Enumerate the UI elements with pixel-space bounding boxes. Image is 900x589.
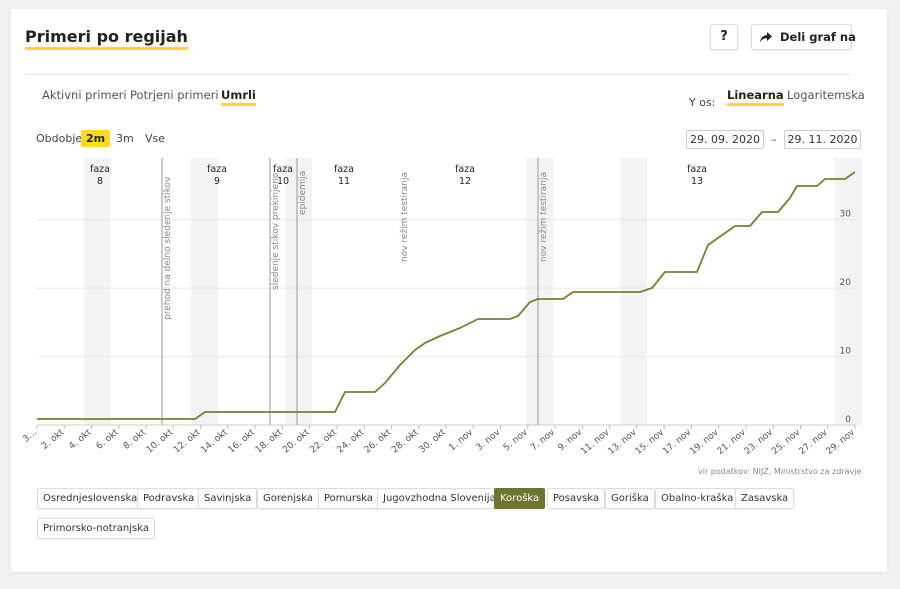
phase-label-5: faza xyxy=(687,164,707,175)
xtick-label-13: 26. okt xyxy=(363,427,394,455)
xtick-label-18: 5. nov xyxy=(502,427,530,453)
phase-number-1: 9 xyxy=(214,176,220,187)
phase-label-0: faza xyxy=(90,164,110,175)
phase-band-1 xyxy=(191,158,219,425)
event-label-2: epidemija xyxy=(298,171,308,215)
region-button-4[interactable]: Pomurska xyxy=(318,488,379,509)
ytick-label-10: 10 xyxy=(840,347,852,357)
event-label-1: sledenje stikov prekinjeno xyxy=(271,172,281,290)
event-label-4: nov režim testiranja xyxy=(539,172,549,262)
xtick-label-24: 17. nov xyxy=(661,427,694,457)
xtick-label-8: 16. okt xyxy=(227,427,258,455)
line-chart: 0102030faza8faza9faza10faza11faza12faza1… xyxy=(21,158,862,457)
phase-label-2: faza xyxy=(273,164,293,175)
xtick-label-19: 7. nov xyxy=(529,427,557,453)
date-separator: – xyxy=(771,133,777,146)
date-to-input[interactable]: 29. 11. 2020 xyxy=(784,130,861,149)
xtick-label-28: 25. nov xyxy=(770,427,803,457)
period-label: Obdobje xyxy=(36,132,83,145)
share-icon xyxy=(760,32,772,43)
xtick-label-14: 28. okt xyxy=(390,427,421,455)
phase-band-2 xyxy=(285,158,312,425)
yaxis-option-linear[interactable]: Linearna xyxy=(727,87,784,106)
phase-label-1: faza xyxy=(207,164,227,175)
xtick-label-1: 2. okt xyxy=(40,427,66,451)
xtick-label-23: 15. nov xyxy=(634,427,667,457)
page-title: Primeri po regijah xyxy=(25,27,188,50)
yaxis-label: Y os: xyxy=(689,96,716,109)
xtick-label-3: 6. okt xyxy=(95,427,121,451)
xtick-label-11: 22. okt xyxy=(308,427,339,455)
period-all[interactable]: Vse xyxy=(145,132,166,145)
xtick-label-5: 10. okt xyxy=(145,427,176,455)
xtick-label-16: 1. nov xyxy=(447,427,475,453)
region-button-3[interactable]: Gorenjska xyxy=(257,488,319,509)
phase-number-0: 8 xyxy=(97,176,103,187)
help-button[interactable]: ? xyxy=(710,24,738,50)
xtick-label-21: 11. nov xyxy=(579,427,612,457)
xtick-label-9: 18. okt xyxy=(254,427,285,455)
region-button-10[interactable]: Zasavska xyxy=(735,488,795,509)
phase-label-3: faza xyxy=(334,164,354,175)
xtick-label-6: 12. okt xyxy=(172,427,203,455)
share-button[interactable]: Deli graf na xyxy=(751,24,856,50)
xtick-label-26: 21. nov xyxy=(716,427,749,457)
ytick-label-20: 20 xyxy=(840,278,852,288)
phase-band-3 xyxy=(526,158,554,425)
xtick-label-12: 24. okt xyxy=(336,427,367,455)
period-3m[interactable]: 3m xyxy=(116,132,134,145)
phase-number-5: 13 xyxy=(691,176,703,187)
chart-card xyxy=(11,9,887,572)
region-button-5[interactable]: Jugovzhodna Slovenija xyxy=(377,488,502,509)
xtick-label-15: 30. okt xyxy=(417,427,448,455)
region-button-9[interactable]: Obalno-kraška xyxy=(655,488,740,509)
tab-umrli[interactable]: Umrli xyxy=(221,87,256,106)
xtick-label-17: 3. nov xyxy=(475,427,503,453)
region-button-1[interactable]: Podravska xyxy=(137,488,201,509)
date-from-input[interactable]: 29. 09. 2020 xyxy=(686,130,764,149)
phase-label-4: faza xyxy=(455,164,475,175)
xtick-label-22: 13. nov xyxy=(607,427,640,457)
region-button-7[interactable]: Posavska xyxy=(547,488,606,509)
ytick-label-30: 30 xyxy=(840,210,852,220)
xtick-label-2: 4. okt xyxy=(67,427,93,451)
xtick-label-27: 23. nov xyxy=(743,427,776,457)
xtick-label-0: 3… xyxy=(21,428,39,445)
tab-aktivni-primeri[interactable]: Aktivni primeri xyxy=(42,88,127,102)
share-label: Deli graf na xyxy=(780,30,856,44)
xtick-label-25: 19. nov xyxy=(688,427,721,457)
divider xyxy=(25,74,850,75)
event-label-0: prehod na delno sledenje stikov xyxy=(163,176,173,320)
period-2m[interactable]: 2m xyxy=(81,130,111,147)
phase-number-3: 11 xyxy=(338,176,350,187)
phase-band-5 xyxy=(834,158,862,425)
region-button-11[interactable]: Primorsko-notranjska xyxy=(37,518,155,539)
yaxis-option-log[interactable]: Logaritemska xyxy=(787,88,865,102)
data-source: vir podatkov: NIJZ, Ministrstvo za zdrav… xyxy=(698,467,862,476)
xtick-label-29: 27. nov xyxy=(797,427,830,457)
region-button-2[interactable]: Savinjska xyxy=(198,488,258,509)
phase-band-0 xyxy=(83,158,111,425)
phase-number-4: 12 xyxy=(459,176,471,187)
region-button-8[interactable]: Goriška xyxy=(605,488,655,509)
region-button-0[interactable]: Osrednjeslovenska xyxy=(37,488,144,509)
event-label-3: nov režim testiranja xyxy=(400,172,410,262)
ytick-label-0: 0 xyxy=(845,415,851,425)
xtick-label-10: 20. okt xyxy=(281,427,312,455)
xtick-label-7: 14. okt xyxy=(199,427,230,455)
series-line-korosko xyxy=(37,171,856,420)
tab-potrjeni-primeri[interactable]: Potrjeni primeri xyxy=(130,88,219,102)
region-button-6[interactable]: Koroška xyxy=(494,488,546,509)
phase-number-2: 10 xyxy=(277,176,289,187)
xtick-label-30: 29. nov xyxy=(825,427,858,457)
